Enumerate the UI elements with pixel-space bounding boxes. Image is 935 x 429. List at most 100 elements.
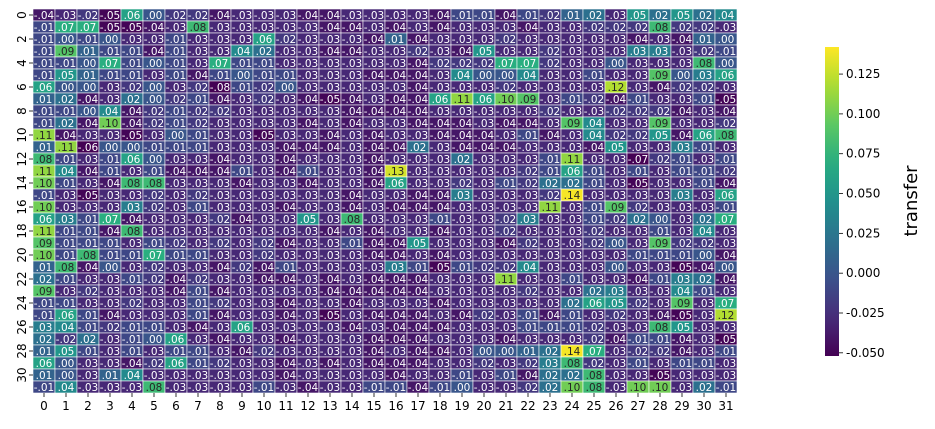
heatmap-cell-label: -.01 [188,346,209,358]
heatmap-cell-label: -.03 [474,118,495,130]
heatmap-cell-label: -.03 [628,58,649,70]
heatmap-cell-label: .00 [124,142,141,154]
heatmap-cell-label: -.03 [452,214,473,226]
heatmap-cell-label: -.03 [254,106,275,118]
heatmap-cell-label: .00 [146,334,163,346]
heatmap-cell-label: -.03 [584,58,605,70]
heatmap-cell-label: .04 [454,70,471,82]
heatmap-cell-label: -.03 [606,358,627,370]
heatmap-cell-label: -.03 [100,94,121,106]
heatmap-cell-label: -.02 [628,106,649,118]
heatmap-cell-label: -.02 [56,334,77,346]
heatmap-cell-label: -.03 [342,370,363,382]
heatmap-cell-label: .02 [652,10,669,22]
heatmap-cell-label: -.03 [188,238,209,250]
heatmap-cell-label: -.03 [408,226,429,238]
heatmap-cell-label: -.03 [386,118,407,130]
heatmap-cell-label: .00 [608,58,625,70]
heatmap-cell-label: -.03 [562,334,583,346]
heatmap-cell-label: -.03 [408,154,429,166]
heatmap-cell-label: .09 [652,118,669,130]
x-tick-label: 17 [410,399,425,413]
heatmap-cell-label: -.03 [386,46,407,58]
heatmap-cell-label: -.03 [342,82,363,94]
x-tick-label: 24 [564,399,579,413]
heatmap-cell-label: -.03 [386,154,407,166]
heatmap-cell-label: -.04 [386,106,407,118]
heatmap-cell-label: -.03 [298,334,319,346]
heatmap-cell-label: -.03 [650,262,671,274]
heatmap-cell-label: -.03 [540,250,561,262]
heatmap-cell-label: .10 [652,382,669,394]
heatmap-cell-label: -.03 [78,202,99,214]
y-tick-label: 20 [15,247,29,262]
heatmap-cell-label: -.03 [210,226,231,238]
heatmap-cell-label: -.04 [672,130,693,142]
heatmap-cell-label: -.03 [298,154,319,166]
heatmap-cell-label: -.03 [298,346,319,358]
heatmap-cell-label: .13 [388,166,405,178]
heatmap-cell-label: -.03 [342,346,363,358]
heatmap-cell-label: -.03 [122,238,143,250]
heatmap-cell-label: -.01 [298,166,319,178]
heatmap-cell-label: .00 [146,94,163,106]
heatmap-cell-label: -.05 [320,94,341,106]
heatmap-cell-label: -.01 [34,106,55,118]
heatmap-cell-label: -.03 [254,154,275,166]
heatmap-cell-label: -.03 [276,382,297,394]
heatmap-cell-label: -.03 [584,34,605,46]
heatmap-cell-label: -.03 [584,190,605,202]
heatmap-cell-label: -.03 [452,346,473,358]
x-tick-label: 13 [322,399,337,413]
heatmap-cell-label: .01 [388,34,405,46]
y-tick-label: 6 [15,83,29,91]
heatmap-cell-label: -.03 [430,334,451,346]
heatmap-cell-label: -.03 [342,130,363,142]
heatmap-cell-label: .08 [146,382,163,394]
heatmap-cell-label: -.02 [628,130,649,142]
heatmap-cell-label: -.03 [210,202,231,214]
heatmap-cell-label: -.03 [540,118,561,130]
heatmap-cell-label: -.01 [254,70,275,82]
heatmap-cell-label: -.03 [606,166,627,178]
heatmap-cell-label: -.03 [430,142,451,154]
heatmap-cell-label: .04 [520,70,537,82]
heatmap-cell-label: -.03 [320,118,341,130]
heatmap-cell-label: -.03 [276,46,297,58]
heatmap-cell-label: .00 [168,130,185,142]
heatmap-cell-label: .01 [102,370,119,382]
heatmap-cell-label: .07 [102,58,119,70]
heatmap-cell-label: -.01 [144,322,165,334]
heatmap-cell-label: -.01 [166,70,187,82]
heatmap-cell-label: .07 [718,214,735,226]
heatmap-cell-label: -.03 [540,22,561,34]
heatmap-cell-label: .07 [80,22,97,34]
heatmap-cell-label: -.03 [584,154,605,166]
heatmap-cell-label: -.02 [628,346,649,358]
heatmap-cell-label: -.04 [232,346,253,358]
heatmap-cell-label: -.03 [254,322,275,334]
heatmap-cell-label: -.03 [342,70,363,82]
heatmap-cell-label: -.04 [210,262,231,274]
heatmap-cell-label: -.01 [100,154,121,166]
heatmap-cell-label: -.03 [342,226,363,238]
heatmap-cell-label: -.04 [276,310,297,322]
colorbar-tick-label: 0.100 [846,107,880,121]
heatmap-cell-label: .04 [234,46,251,58]
heatmap-cell-label: -.03 [606,226,627,238]
heatmap-cell-label: -.03 [430,370,451,382]
heatmap-cell-label: -.03 [518,106,539,118]
heatmap-cell-label: -.03 [188,154,209,166]
heatmap-cell-label: -.03 [254,142,275,154]
heatmap-cell-label: -.03 [166,214,187,226]
heatmap-cell-label: -.03 [298,58,319,70]
heatmap-cell-label: -.03 [320,370,341,382]
heatmap-cell-label: -.01 [430,214,451,226]
heatmap-cell-label: -.03 [298,322,319,334]
heatmap-cell-label: -.03 [320,334,341,346]
heatmap-cell-label: -.03 [320,250,341,262]
heatmap-cell-label: -.04 [122,358,143,370]
heatmap-cell-label: -.01 [232,166,253,178]
heatmap-cell-label: .10 [36,250,53,262]
